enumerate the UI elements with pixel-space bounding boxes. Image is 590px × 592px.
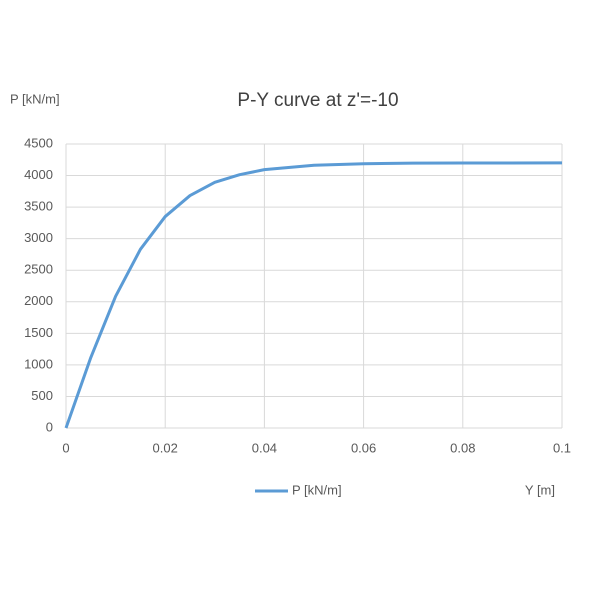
y-tick-label: 3000	[24, 230, 53, 245]
chart-title: P-Y curve at z'=-10	[237, 90, 398, 111]
y-tick-label: 4000	[24, 167, 53, 182]
x-axis-label: Y [m]	[525, 482, 555, 497]
x-tick-label: 0.1	[553, 440, 571, 455]
x-tick-label: 0.04	[252, 440, 277, 455]
x-tick-label: 0.08	[450, 440, 475, 455]
y-axis-label: P [kN/m]	[10, 91, 60, 106]
y-tick-label: 0	[46, 419, 53, 434]
data-line	[64, 161, 563, 429]
y-tick-label: 4500	[24, 135, 53, 150]
x-tick-label: 0.06	[351, 440, 376, 455]
y-tick-label: 3500	[24, 199, 53, 214]
x-tick-label: 0.02	[153, 440, 178, 455]
y-tick-label: 2500	[24, 262, 53, 277]
legend-label: P [kN/m]	[292, 482, 342, 497]
x-tick-label: 0	[62, 440, 69, 455]
y-tick-label: 1000	[24, 356, 53, 371]
y-tick-label: 1500	[24, 325, 53, 340]
y-tick-label: 2000	[24, 293, 53, 308]
y-tick-label: 500	[31, 388, 53, 403]
